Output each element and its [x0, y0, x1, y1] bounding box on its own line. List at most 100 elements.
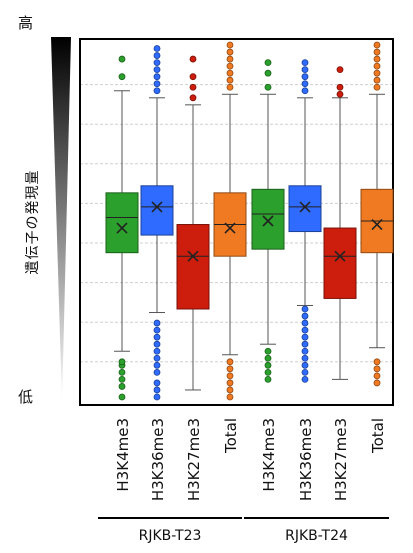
- outlier-point: [301, 59, 309, 66]
- outlier-point: [153, 361, 161, 369]
- outlier-point: [373, 76, 381, 84]
- outlier-point: [301, 368, 309, 376]
- outlier-point: [226, 83, 234, 91]
- outlier-point: [301, 333, 309, 341]
- x-tick-label: H3K4me3: [260, 418, 278, 492]
- outlier-point: [226, 379, 234, 387]
- x-tick-label: Total: [369, 418, 387, 454]
- outlier-point: [373, 41, 381, 49]
- box: [140, 185, 174, 236]
- outlier-point: [373, 83, 381, 91]
- outlier-point: [226, 372, 234, 380]
- outlier-point: [264, 83, 272, 91]
- group-label: RJKB-T23: [139, 528, 202, 544]
- outlier-point: [373, 69, 381, 77]
- outlier-point: [226, 62, 234, 70]
- outlier-point: [153, 73, 161, 81]
- outlier-point: [336, 66, 344, 74]
- mean-marker: [187, 250, 199, 262]
- group-label: RJKB-T24: [285, 528, 348, 544]
- outlier-point: [153, 87, 161, 95]
- outlier-point: [336, 83, 344, 91]
- outlier-point: [264, 368, 272, 376]
- outlier-point: [226, 393, 234, 401]
- mean-marker: [224, 222, 236, 234]
- outlier-point: [226, 41, 234, 49]
- mean-marker: [371, 218, 383, 231]
- outlier-point: [373, 379, 381, 387]
- outlier-point: [264, 69, 272, 77]
- outlier-point: [301, 87, 309, 95]
- outlier-point: [153, 80, 161, 88]
- outlier-point: [373, 372, 381, 380]
- outlier-point: [118, 368, 126, 376]
- outlier-point: [189, 73, 197, 81]
- box: [251, 188, 285, 250]
- outlier-point: [301, 340, 309, 348]
- outlier-point: [118, 383, 126, 390]
- outlier-point: [118, 358, 126, 366]
- outlier-point: [264, 375, 272, 383]
- outlier-point: [301, 66, 309, 74]
- outlier-point: [373, 55, 381, 63]
- box-series: [105, 41, 394, 401]
- outlier-point: [301, 347, 309, 355]
- outlier-point: [373, 358, 381, 366]
- outlier-point: [301, 375, 309, 383]
- x-tick-label: H3K4me3: [114, 418, 132, 492]
- outlier-point: [373, 62, 381, 70]
- outlier-point: [301, 361, 309, 369]
- outlier-point: [153, 354, 161, 362]
- outlier-point: [301, 326, 309, 334]
- outlier-point: [153, 368, 161, 376]
- mean-marker: [262, 215, 274, 227]
- outlier-point: [301, 312, 309, 320]
- outlier-point: [153, 333, 161, 341]
- outlier-point: [189, 83, 197, 91]
- outlier-point: [153, 319, 161, 327]
- outlier-point: [226, 55, 234, 63]
- outlier-point: [118, 55, 126, 63]
- box: [176, 224, 210, 310]
- outlier-point: [153, 45, 161, 52]
- mean-marker: [334, 250, 346, 262]
- outlier-point: [301, 73, 309, 81]
- box: [105, 192, 139, 254]
- outlier-point: [264, 59, 272, 66]
- outlier-point: [153, 386, 161, 394]
- outlier-point: [301, 305, 309, 313]
- outlier-point: [153, 326, 161, 334]
- outlier-point: [153, 59, 161, 66]
- outlier-point: [226, 76, 234, 84]
- x-tick-label: H3K36me3: [149, 418, 167, 501]
- outlier-point: [118, 375, 126, 383]
- outlier-point: [153, 340, 161, 348]
- outlier-point: [153, 52, 161, 59]
- x-tick-label: H3K36me3: [297, 418, 315, 501]
- low-label: 低: [18, 388, 34, 406]
- mean-marker: [299, 201, 311, 213]
- high-label: 高: [18, 14, 34, 32]
- box: [323, 227, 357, 299]
- x-tick-label: H3K27me3: [332, 418, 350, 501]
- mean-marker: [116, 222, 128, 234]
- outlier-point: [189, 94, 197, 102]
- box: [288, 185, 322, 233]
- outlier-point: [301, 319, 309, 327]
- outlier-point: [373, 365, 381, 373]
- outlier-point: [153, 393, 161, 401]
- x-tick-labels: H3K4me3 H3K36me3 H3K27me3 Total H3K4me3 H3K36…: [114, 418, 387, 501]
- outlier-point: [264, 354, 272, 362]
- outlier-point: [118, 393, 126, 401]
- group-labels: RJKB-T23 RJKB-T24: [98, 517, 389, 544]
- outlier-point: [301, 80, 309, 88]
- outlier-point: [264, 361, 272, 369]
- x-tick-label: H3K27me3: [185, 418, 203, 501]
- outlier-point: [226, 48, 234, 56]
- x-tick-label: Total: [222, 418, 240, 454]
- outlier-point: [226, 365, 234, 373]
- outlier-point: [226, 386, 234, 394]
- outlier-point: [264, 347, 272, 355]
- outlier-point: [301, 354, 309, 362]
